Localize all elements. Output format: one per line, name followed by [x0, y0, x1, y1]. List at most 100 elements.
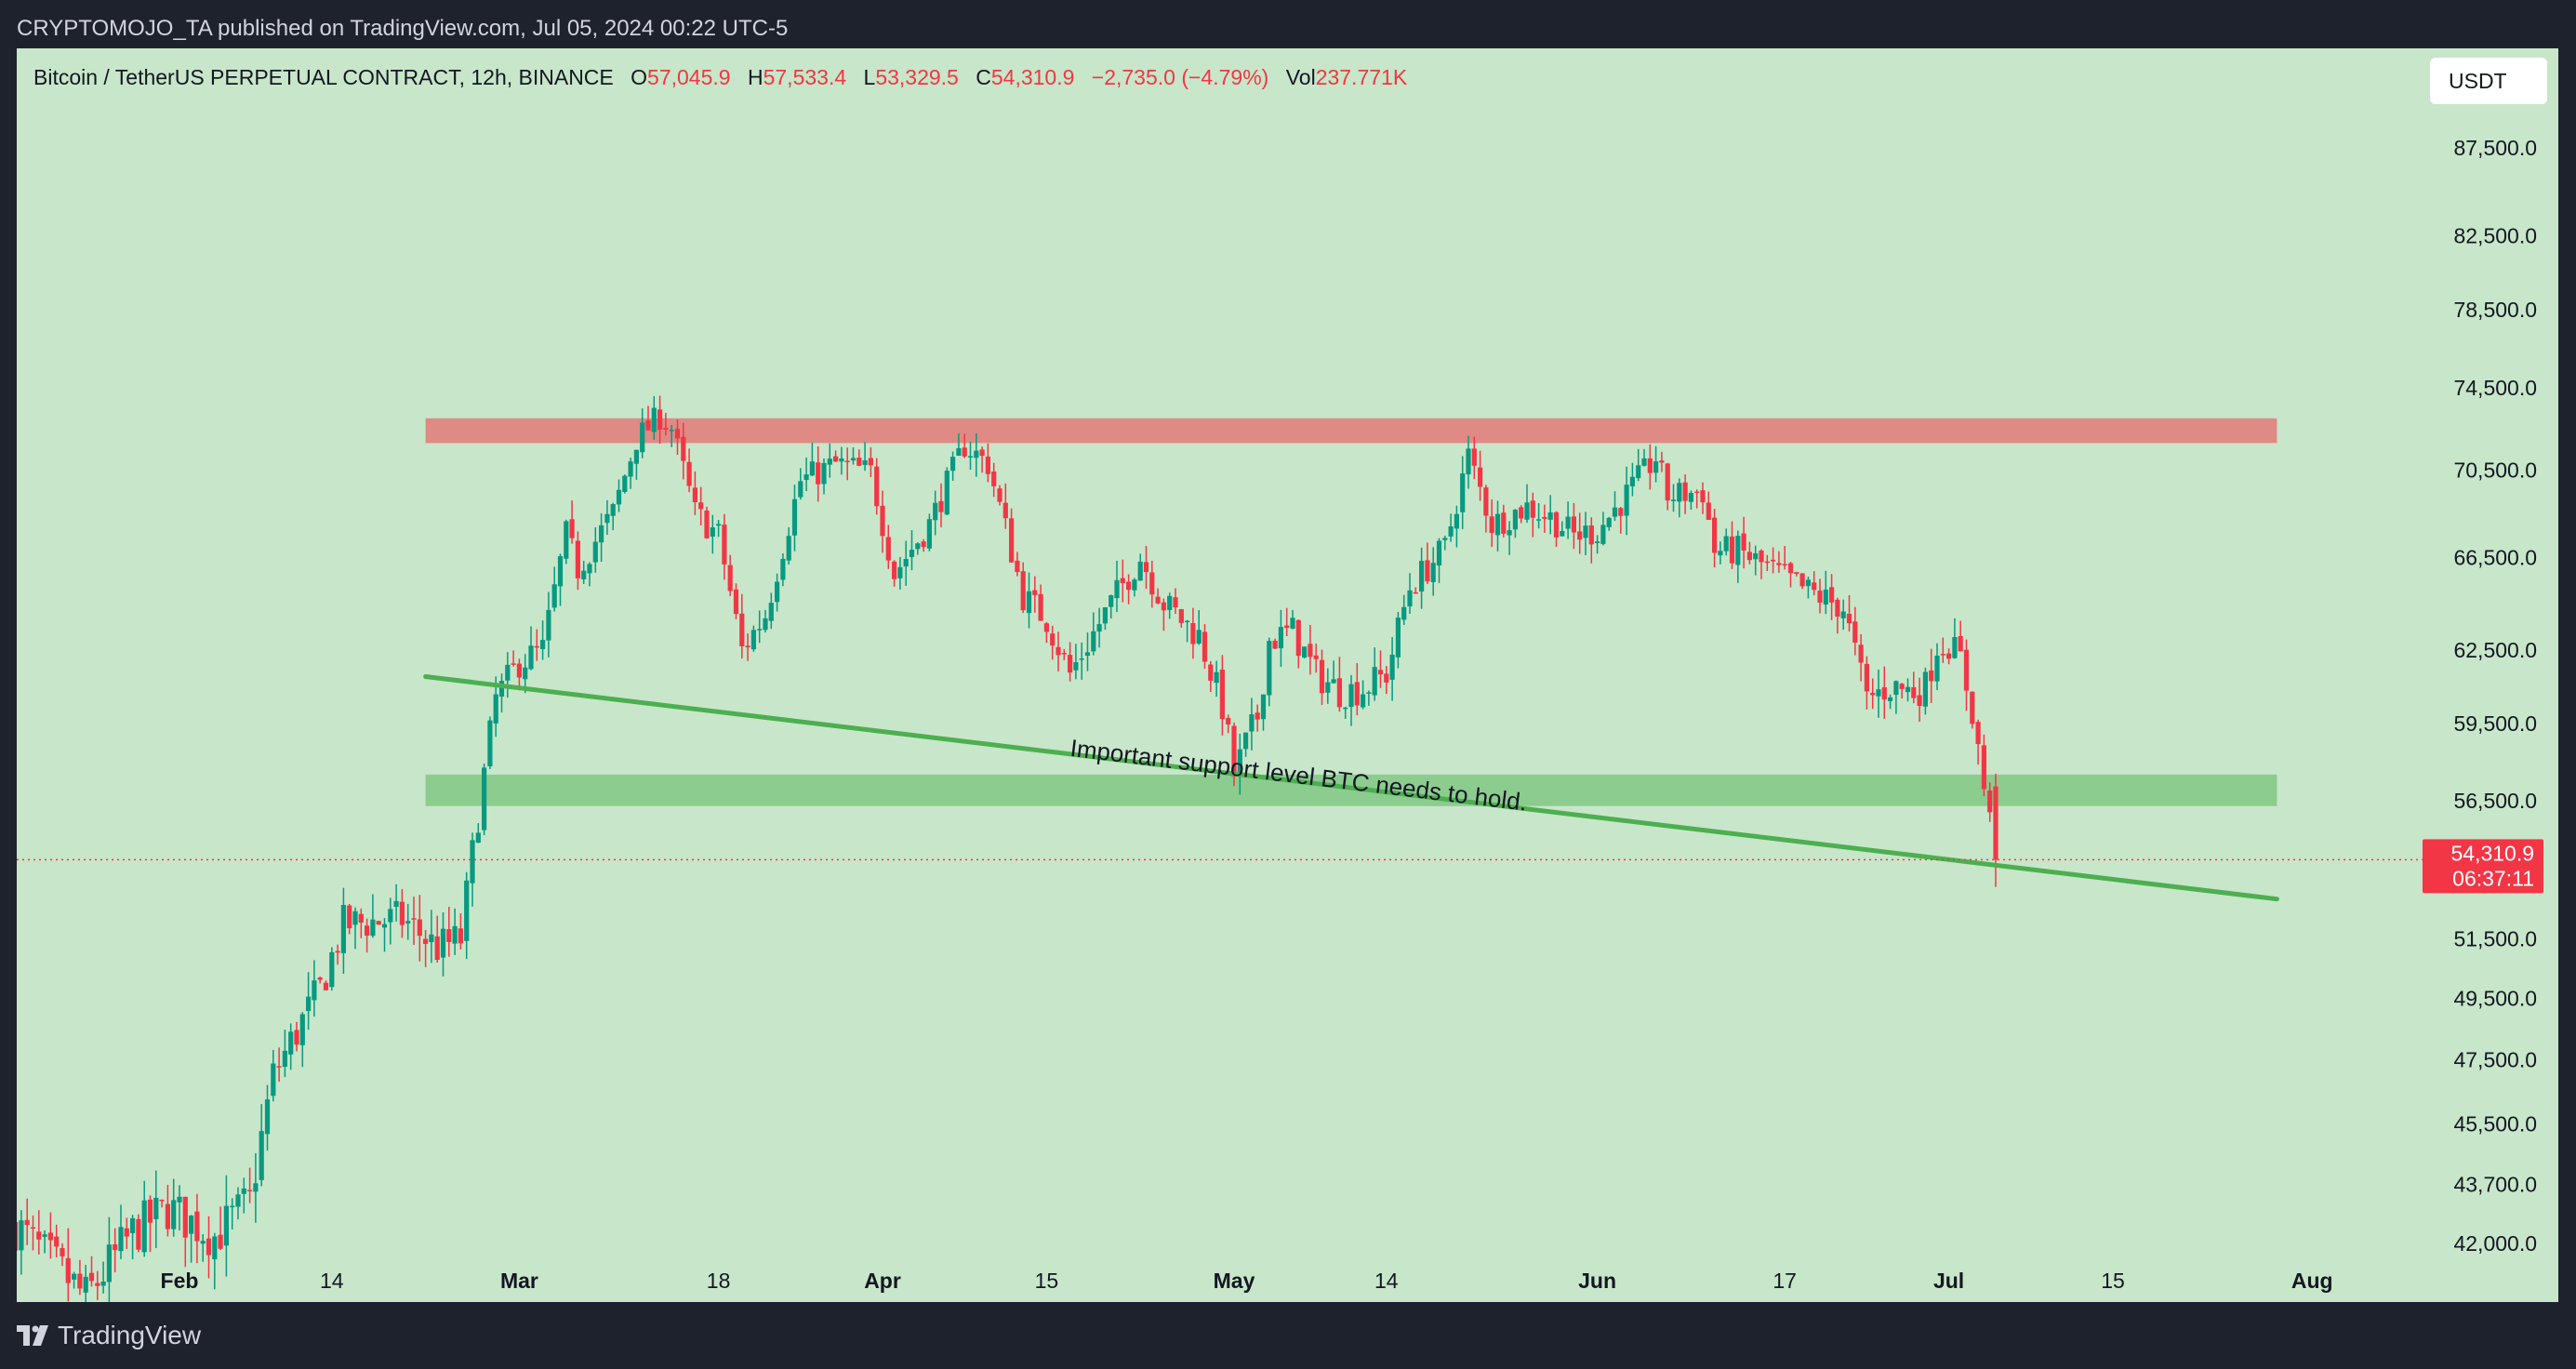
candle-body [1547, 512, 1553, 520]
candle-body [153, 1197, 159, 1219]
candle-body [1448, 526, 1454, 537]
candle-body [1249, 714, 1255, 732]
candle-body [1284, 625, 1290, 629]
candle-body [686, 461, 692, 486]
candle-body [1829, 587, 1835, 603]
candle-body [223, 1205, 229, 1246]
candle-body [727, 565, 733, 591]
y-axis-tick-label: 42,000.0 [2453, 1231, 2537, 1256]
candle-body [1143, 562, 1149, 573]
candle-body [1553, 512, 1560, 538]
candle-body [381, 924, 388, 928]
candle-body [1612, 507, 1618, 517]
candle-body [651, 407, 657, 432]
candle-body [1032, 590, 1038, 595]
candle-body [698, 502, 704, 510]
candle-body [1389, 654, 1395, 680]
candle-body [458, 928, 463, 944]
candle-body [376, 921, 381, 925]
candle-body [1413, 591, 1418, 594]
candle-body [1208, 664, 1214, 681]
candle-body [475, 832, 481, 844]
candle-body [1068, 655, 1073, 673]
candle-body [1494, 513, 1501, 536]
candle-body [821, 462, 827, 485]
candle-body [880, 505, 885, 537]
candle-body [335, 950, 340, 953]
support-zone [425, 774, 2277, 806]
candle-body [757, 629, 763, 631]
candle-body [177, 1196, 182, 1203]
candle-body [1963, 649, 1970, 691]
currency-button[interactable]: USDT [2430, 58, 2547, 104]
candle-body [897, 566, 903, 578]
x-axis-tick-label: Mar [500, 1269, 538, 1293]
price-badge-bg [2423, 839, 2543, 894]
candle-body [616, 489, 622, 505]
candle-body [141, 1200, 147, 1253]
candle-body [1530, 500, 1535, 518]
candle-body [1787, 563, 1794, 574]
candle-body [833, 456, 839, 462]
candle-body [340, 905, 346, 953]
tradingview-logo[interactable]: TradingView [17, 1321, 201, 1350]
candle-body [1864, 663, 1869, 692]
candle-body [1899, 684, 1905, 689]
candle-body [962, 447, 967, 457]
candle-body [1102, 606, 1108, 624]
candle-body [1366, 692, 1372, 694]
y-axis-tick-label: 74,500.0 [2453, 376, 2537, 400]
open-label: O [631, 65, 648, 89]
candle-body [534, 645, 539, 648]
candle-body [1295, 619, 1301, 657]
candle-body [511, 663, 516, 665]
chart-area[interactable]: Important support level BTC needs to hol… [17, 48, 2558, 1302]
close-label: C [976, 65, 991, 89]
candle-body [780, 558, 786, 580]
candle-body [1595, 541, 1600, 543]
candle-body [587, 564, 592, 574]
candle-body [253, 1183, 259, 1192]
candle-body [165, 1203, 170, 1229]
candle-body [1425, 560, 1430, 582]
candle-body [592, 541, 598, 563]
candle-body [1348, 684, 1354, 708]
candle-body [926, 519, 932, 549]
candle-body [1395, 618, 1401, 658]
zones-layer [425, 418, 2277, 806]
candle-body [1407, 590, 1413, 607]
candle-body [844, 460, 850, 463]
x-axis-tick-label: 17 [1773, 1269, 1797, 1293]
candle-body [60, 1248, 65, 1256]
candle-body [1020, 571, 1026, 611]
candle-body [1776, 563, 1782, 565]
candle-body [95, 1283, 100, 1286]
candle-body [1565, 516, 1571, 529]
candle-body [1929, 670, 1934, 682]
candle-body [1190, 623, 1196, 645]
candle-body [1149, 572, 1155, 595]
candle-body [1343, 707, 1348, 710]
price-chart[interactable]: Important support level BTC needs to hol… [17, 48, 2558, 1302]
candle-body [1155, 596, 1161, 604]
candle-body [1219, 670, 1225, 720]
candle-body [528, 645, 534, 670]
candle-body [1706, 502, 1711, 520]
candle-body [523, 667, 528, 680]
candle-body [323, 982, 329, 990]
candle-body [42, 1234, 47, 1237]
candle-body [1934, 656, 1940, 682]
candle-body [1794, 572, 1799, 575]
candle-body [130, 1217, 136, 1233]
candle-body [628, 461, 633, 477]
candle-body [1471, 448, 1477, 466]
y-axis-tick-label: 66,500.0 [2453, 545, 2537, 569]
candle-body [1377, 670, 1384, 675]
candle-body [862, 459, 868, 465]
candle-body [1454, 513, 1459, 529]
candle-body [65, 1257, 71, 1283]
candle-body [1718, 551, 1723, 556]
candle-body [1015, 560, 1020, 573]
candle-body [1308, 644, 1313, 658]
candle-body [329, 951, 335, 988]
